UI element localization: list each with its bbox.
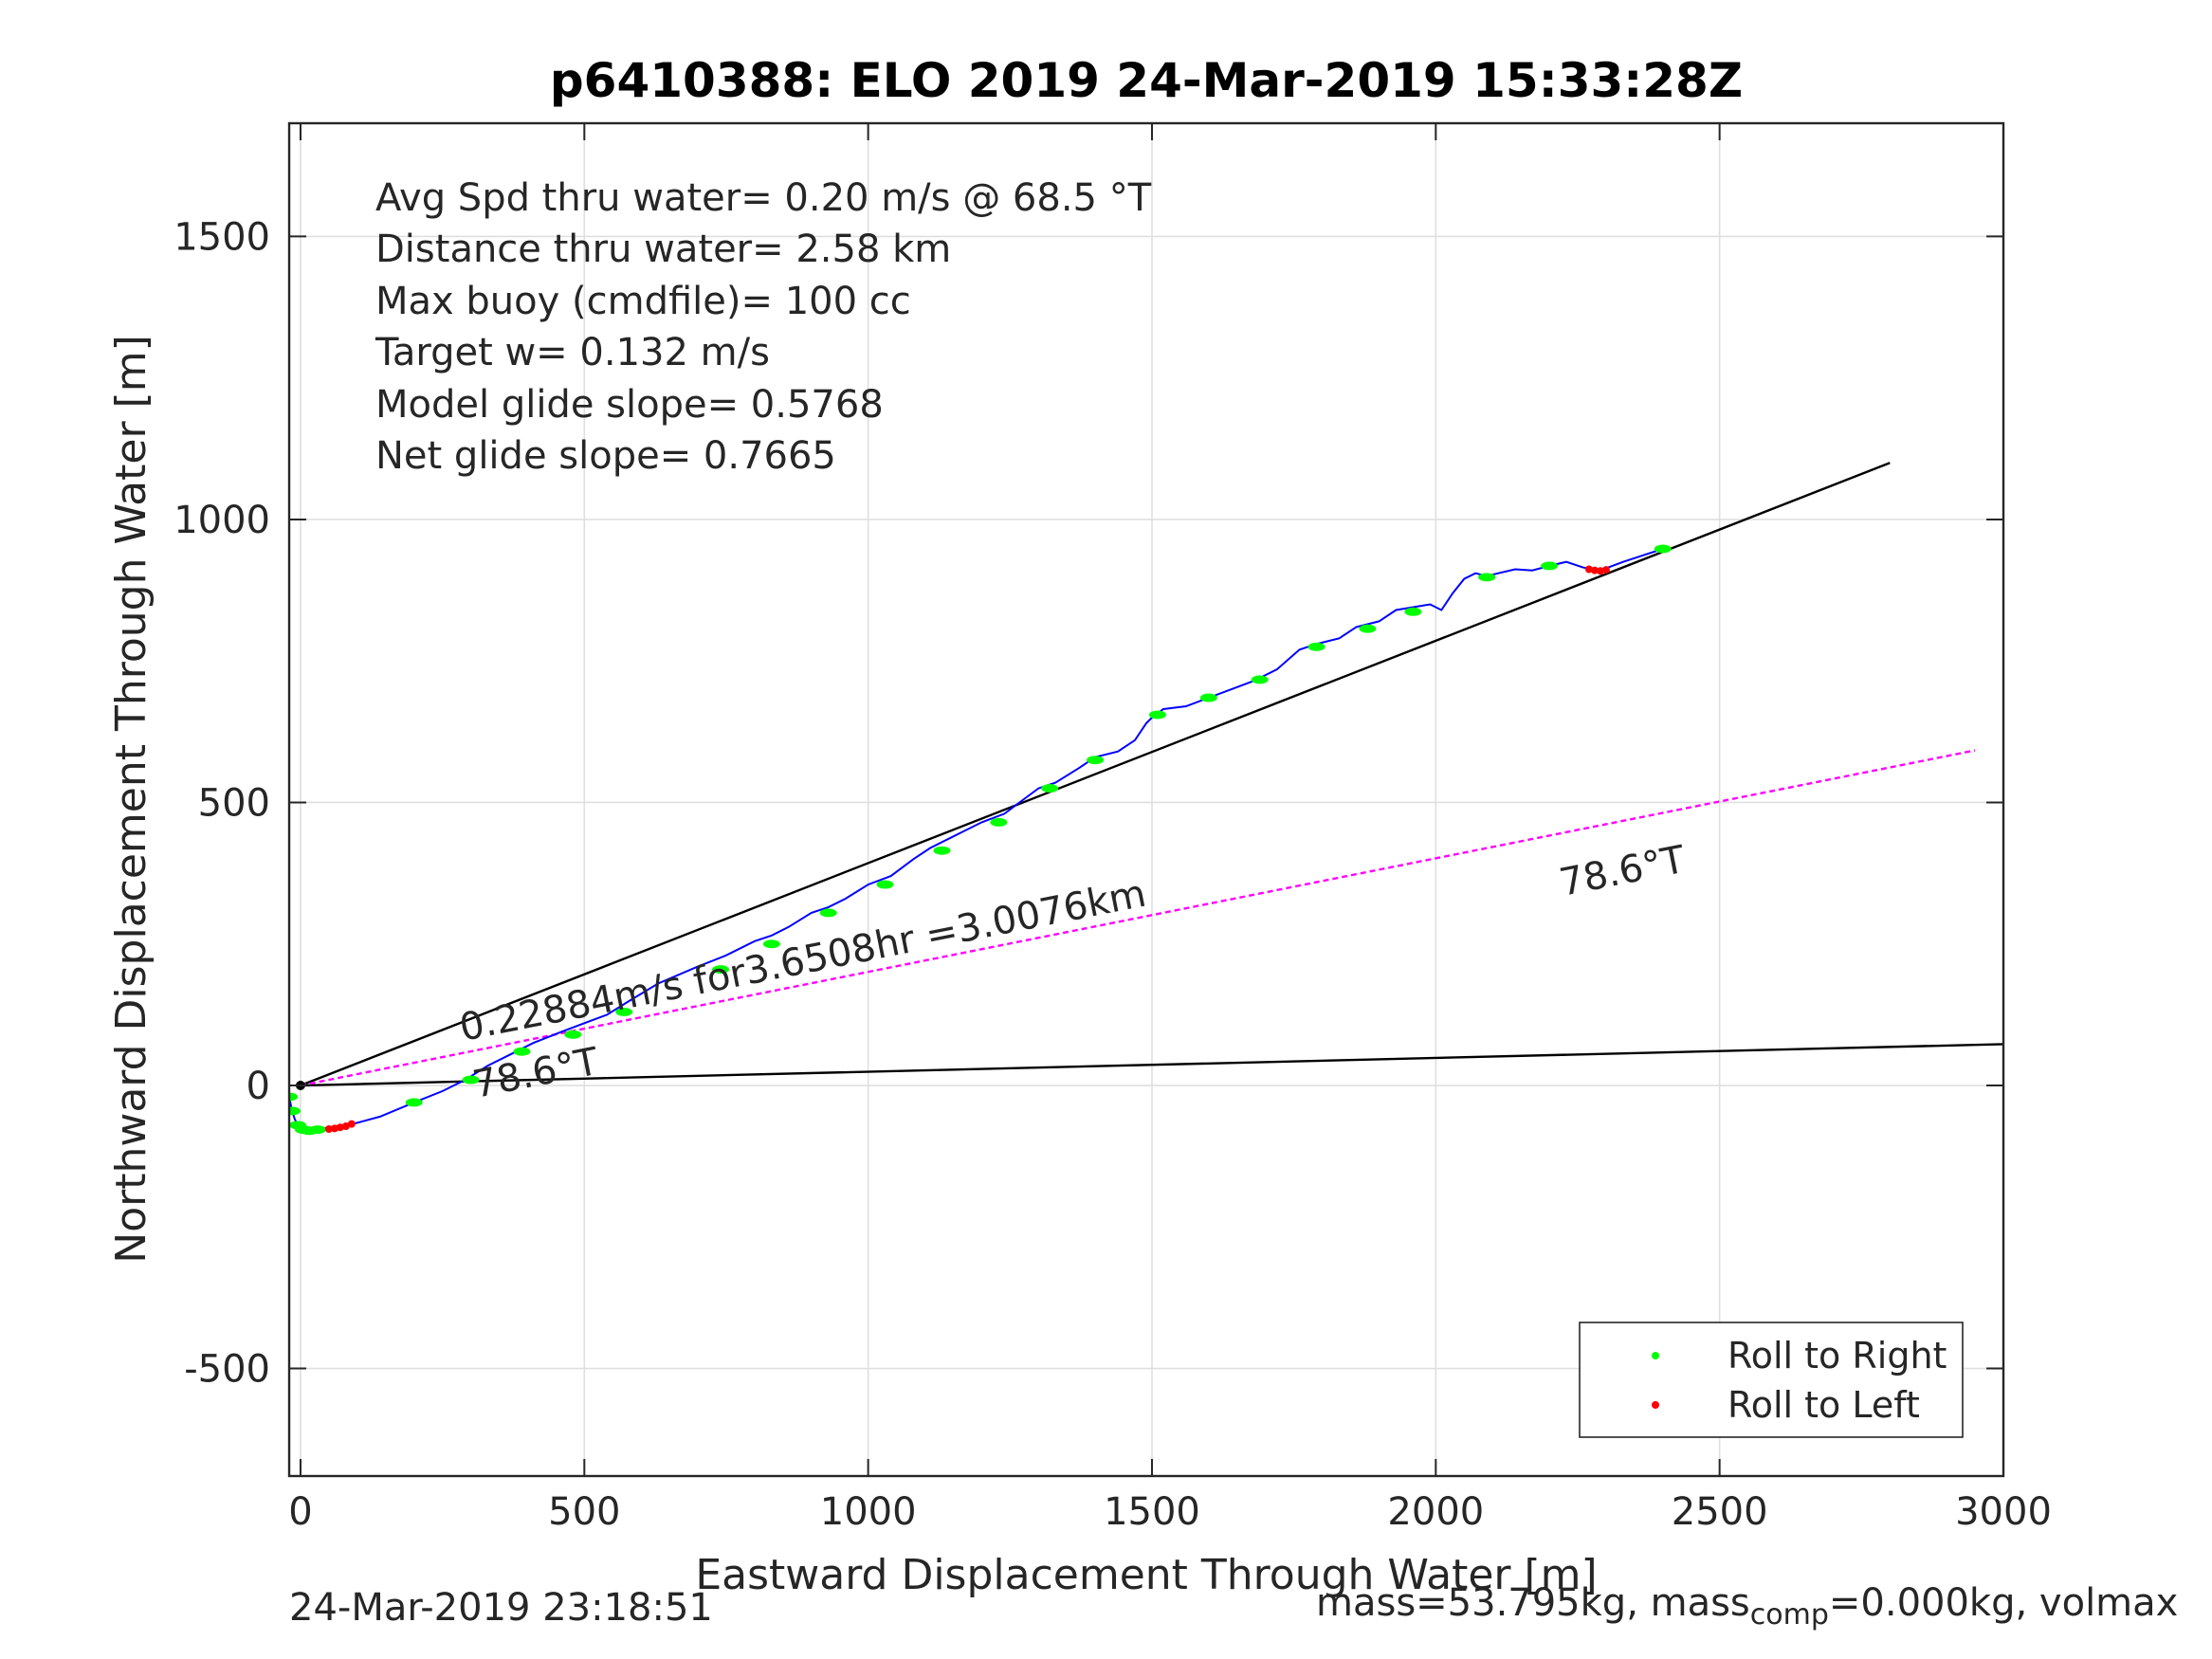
legend-marker-roll-right xyxy=(1652,1352,1659,1359)
legend-marker-roll-left xyxy=(1652,1401,1659,1409)
roll-right-point xyxy=(289,1092,298,1102)
axis-ticks: 0 500 1000 1500 2000 2500 3000 -500 0 500 1000 1500 xyxy=(174,123,2052,1534)
bottom-reference-line xyxy=(300,1043,2003,1087)
x-tick-label: 2000 xyxy=(1387,1490,1484,1534)
roll-right-point xyxy=(1404,607,1422,616)
roll-left-point xyxy=(336,1123,344,1132)
roll-right-point xyxy=(1359,624,1377,633)
y-tick-label: 1000 xyxy=(174,499,270,542)
x-tick-label: 2500 xyxy=(1672,1490,1768,1534)
x-tick-label: 3000 xyxy=(1955,1490,2052,1534)
roll-right-point xyxy=(1251,675,1269,684)
roll-right-point xyxy=(933,846,951,855)
roll-right-point xyxy=(1541,561,1559,571)
roll-left-point xyxy=(330,1124,338,1133)
roll-right-point xyxy=(876,880,894,889)
legend: Roll to Right Roll to Left xyxy=(1579,1322,1964,1438)
stats-line-5: Model glide slope= 0.5768 xyxy=(375,383,884,427)
stats-line-6: Net glide slope= 0.7665 xyxy=(375,434,836,478)
x-tick-label: 1000 xyxy=(820,1490,917,1534)
roll-right-point xyxy=(1478,573,1496,582)
roll-left-point xyxy=(347,1120,356,1128)
y-axis-label: Northward Displacement Through Water [m] xyxy=(107,335,155,1263)
mass-prefix: mass=53.795kg, mass xyxy=(1316,1581,1750,1625)
x-tick-label: 500 xyxy=(548,1490,620,1534)
roll-right-point xyxy=(564,1030,582,1039)
roll-right-point xyxy=(762,939,780,949)
roll-right-point xyxy=(819,908,837,918)
roll-right-point xyxy=(615,1007,633,1016)
x-axis-label: Eastward Displacement Through Water [m] xyxy=(695,1551,1597,1599)
roll-right-points xyxy=(289,544,1672,1136)
roll-left-points xyxy=(324,565,1610,1133)
roll-left-point xyxy=(1584,565,1593,574)
roll-right-point xyxy=(1654,544,1672,554)
roll-right-point xyxy=(1148,710,1166,720)
x-tick-label: 0 xyxy=(288,1490,312,1534)
roll-right-point xyxy=(1307,642,1325,651)
roll-right-point xyxy=(1087,756,1105,765)
y-tick-label: 500 xyxy=(198,781,270,825)
mass-subscript: comp xyxy=(1749,1598,1829,1632)
legend-label-roll-left: Roll to Left xyxy=(1728,1384,1920,1426)
stats-line-2: Distance thru water= 2.58 km xyxy=(375,228,951,271)
roll-left-point xyxy=(341,1122,350,1131)
x-tick-label: 1500 xyxy=(1104,1490,1200,1534)
track-line xyxy=(289,548,1664,1132)
footer-timestamp: 24-Mar-2019 23:18:51 xyxy=(289,1586,713,1630)
heading-line xyxy=(300,749,1976,1087)
roll-left-point xyxy=(1601,566,1610,574)
roll-left-point xyxy=(1596,567,1604,575)
stats-line-4: Target w= 0.132 m/s xyxy=(375,331,770,374)
y-tick-label: 0 xyxy=(247,1065,270,1108)
mass-suffix: =0.000kg, volmax xyxy=(1828,1581,2179,1625)
roll-right-point xyxy=(308,1125,326,1135)
chart-title: p6410388: ELO 2019 24-Mar-2019 15:33:28Z xyxy=(550,53,1743,108)
roll-right-point xyxy=(1041,784,1059,793)
roll-right-point xyxy=(405,1098,423,1107)
y-tick-label: 1500 xyxy=(174,215,270,259)
legend-label-roll-right: Roll to Right xyxy=(1728,1335,1947,1376)
legend-box xyxy=(1579,1322,1964,1438)
stats-line-1: Avg Spd thru water= 0.20 m/s @ 68.5 °T xyxy=(375,176,1152,220)
roll-left-point xyxy=(1590,566,1599,574)
roll-left-point xyxy=(324,1124,333,1133)
footer-mass-info: mass=53.795kg, masscomp=0.000kg, volmax xyxy=(1316,1581,2178,1632)
roll-right-point xyxy=(990,817,1008,827)
plot-frame xyxy=(287,121,2005,1478)
roll-right-point xyxy=(513,1047,531,1056)
roll-right-point xyxy=(711,965,729,975)
roll-right-point xyxy=(1199,693,1217,702)
glide-reference-line xyxy=(300,462,1891,1087)
stats-text: Avg Spd thru water= 0.20 m/s @ 68.5 °T D… xyxy=(375,176,1152,478)
roll-right-point xyxy=(462,1075,480,1085)
y-tick-label: -500 xyxy=(184,1348,270,1392)
stats-line-3: Max buoy (cmdfile)= 100 cc xyxy=(375,280,911,323)
plot-data xyxy=(289,462,2003,1136)
roll-right-point xyxy=(289,1106,301,1116)
